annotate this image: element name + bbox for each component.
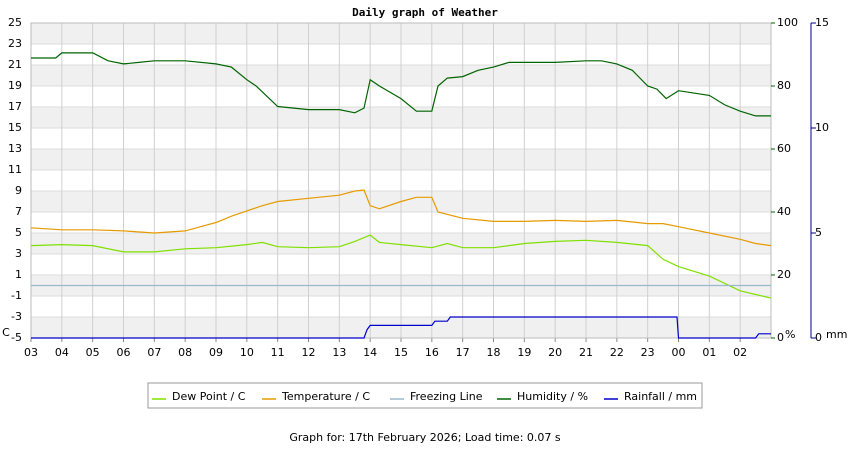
y2-axis-label: %: [785, 328, 795, 341]
x-tick-label: 07: [147, 346, 161, 359]
y3-tick-label: 5: [815, 226, 822, 239]
chart-title: Daily graph of Weather: [352, 6, 498, 19]
legend-label: Humidity / %: [517, 390, 588, 403]
x-tick-label: 23: [641, 346, 655, 359]
y2-tick-label: 40: [777, 205, 791, 218]
x-tick-label: 02: [733, 346, 747, 359]
x-tick-label: 01: [702, 346, 716, 359]
x-tick-label: 13: [332, 346, 346, 359]
x-tick-label: 06: [117, 346, 131, 359]
y3-tick-label: 15: [815, 16, 829, 29]
y-tick-label: 5: [15, 226, 22, 239]
legend-label: Temperature / C: [281, 390, 370, 403]
y-tick-label: 1: [15, 268, 22, 281]
x-tick-label: 08: [178, 346, 192, 359]
x-tick-label: 15: [394, 346, 408, 359]
x-tick-label: 00: [672, 346, 686, 359]
y2-tick-label: 0: [777, 331, 784, 344]
y-tick-label: 15: [8, 121, 22, 134]
series-line: [31, 52, 771, 117]
y-tick-label: 9: [15, 184, 22, 197]
y3-axis-label: mm: [826, 328, 847, 341]
y-tick-label: 13: [8, 142, 22, 155]
y3-tick-label: 10: [815, 121, 829, 134]
y-tick-label: 11: [8, 163, 22, 176]
y-tick-label: 21: [8, 58, 22, 71]
y2-tick-label: 100: [777, 16, 798, 29]
legend-label: Dew Point / C: [172, 390, 246, 403]
y-tick-label: -1: [11, 289, 22, 302]
x-tick-label: 22: [610, 346, 624, 359]
x-tick-label: 14: [363, 346, 377, 359]
x-tick-label: 16: [425, 346, 439, 359]
footer: Graph for: 17th February 2026; Load time…: [289, 431, 561, 444]
x-tick-label: 11: [271, 346, 285, 359]
x-tick-label: 17: [456, 346, 470, 359]
x-tick-label: 05: [86, 346, 100, 359]
plot-frame: [30, 22, 772, 339]
y-tick-label: 25: [8, 16, 22, 29]
series-line: [30, 189, 772, 247]
series-line: [30, 234, 772, 299]
x-tick-label: 21: [579, 346, 593, 359]
x-tick-label: 03: [24, 346, 38, 359]
x-tick-label: 04: [55, 346, 69, 359]
x-tick-label: 18: [487, 346, 501, 359]
x-tick-label: 20: [548, 346, 562, 359]
y-tick-label: 23: [8, 37, 22, 50]
x-tick-label: 10: [240, 346, 254, 359]
y3-tick-label: 0: [815, 331, 822, 344]
x-tick-label: 12: [302, 346, 316, 359]
y-axis-label: C: [2, 326, 10, 339]
y-tick-label: 17: [8, 100, 22, 113]
x-tick-label: 09: [209, 346, 223, 359]
y-tick-label: 19: [8, 79, 22, 92]
y-tick-label: 7: [15, 205, 22, 218]
y2-tick-label: 80: [777, 79, 791, 92]
y-tick-label: -3: [11, 310, 22, 323]
y-tick-label: 3: [15, 247, 22, 260]
y2-tick-label: 60: [777, 142, 791, 155]
legend-box: [147, 382, 703, 409]
y-tick-label: -5: [11, 331, 22, 344]
legend-label: Freezing Line: [410, 390, 483, 403]
y2-tick-label: 20: [777, 268, 791, 281]
series-line: [31, 316, 771, 339]
legend-label: Rainfall / mm: [624, 390, 697, 403]
x-tick-label: 19: [517, 346, 531, 359]
